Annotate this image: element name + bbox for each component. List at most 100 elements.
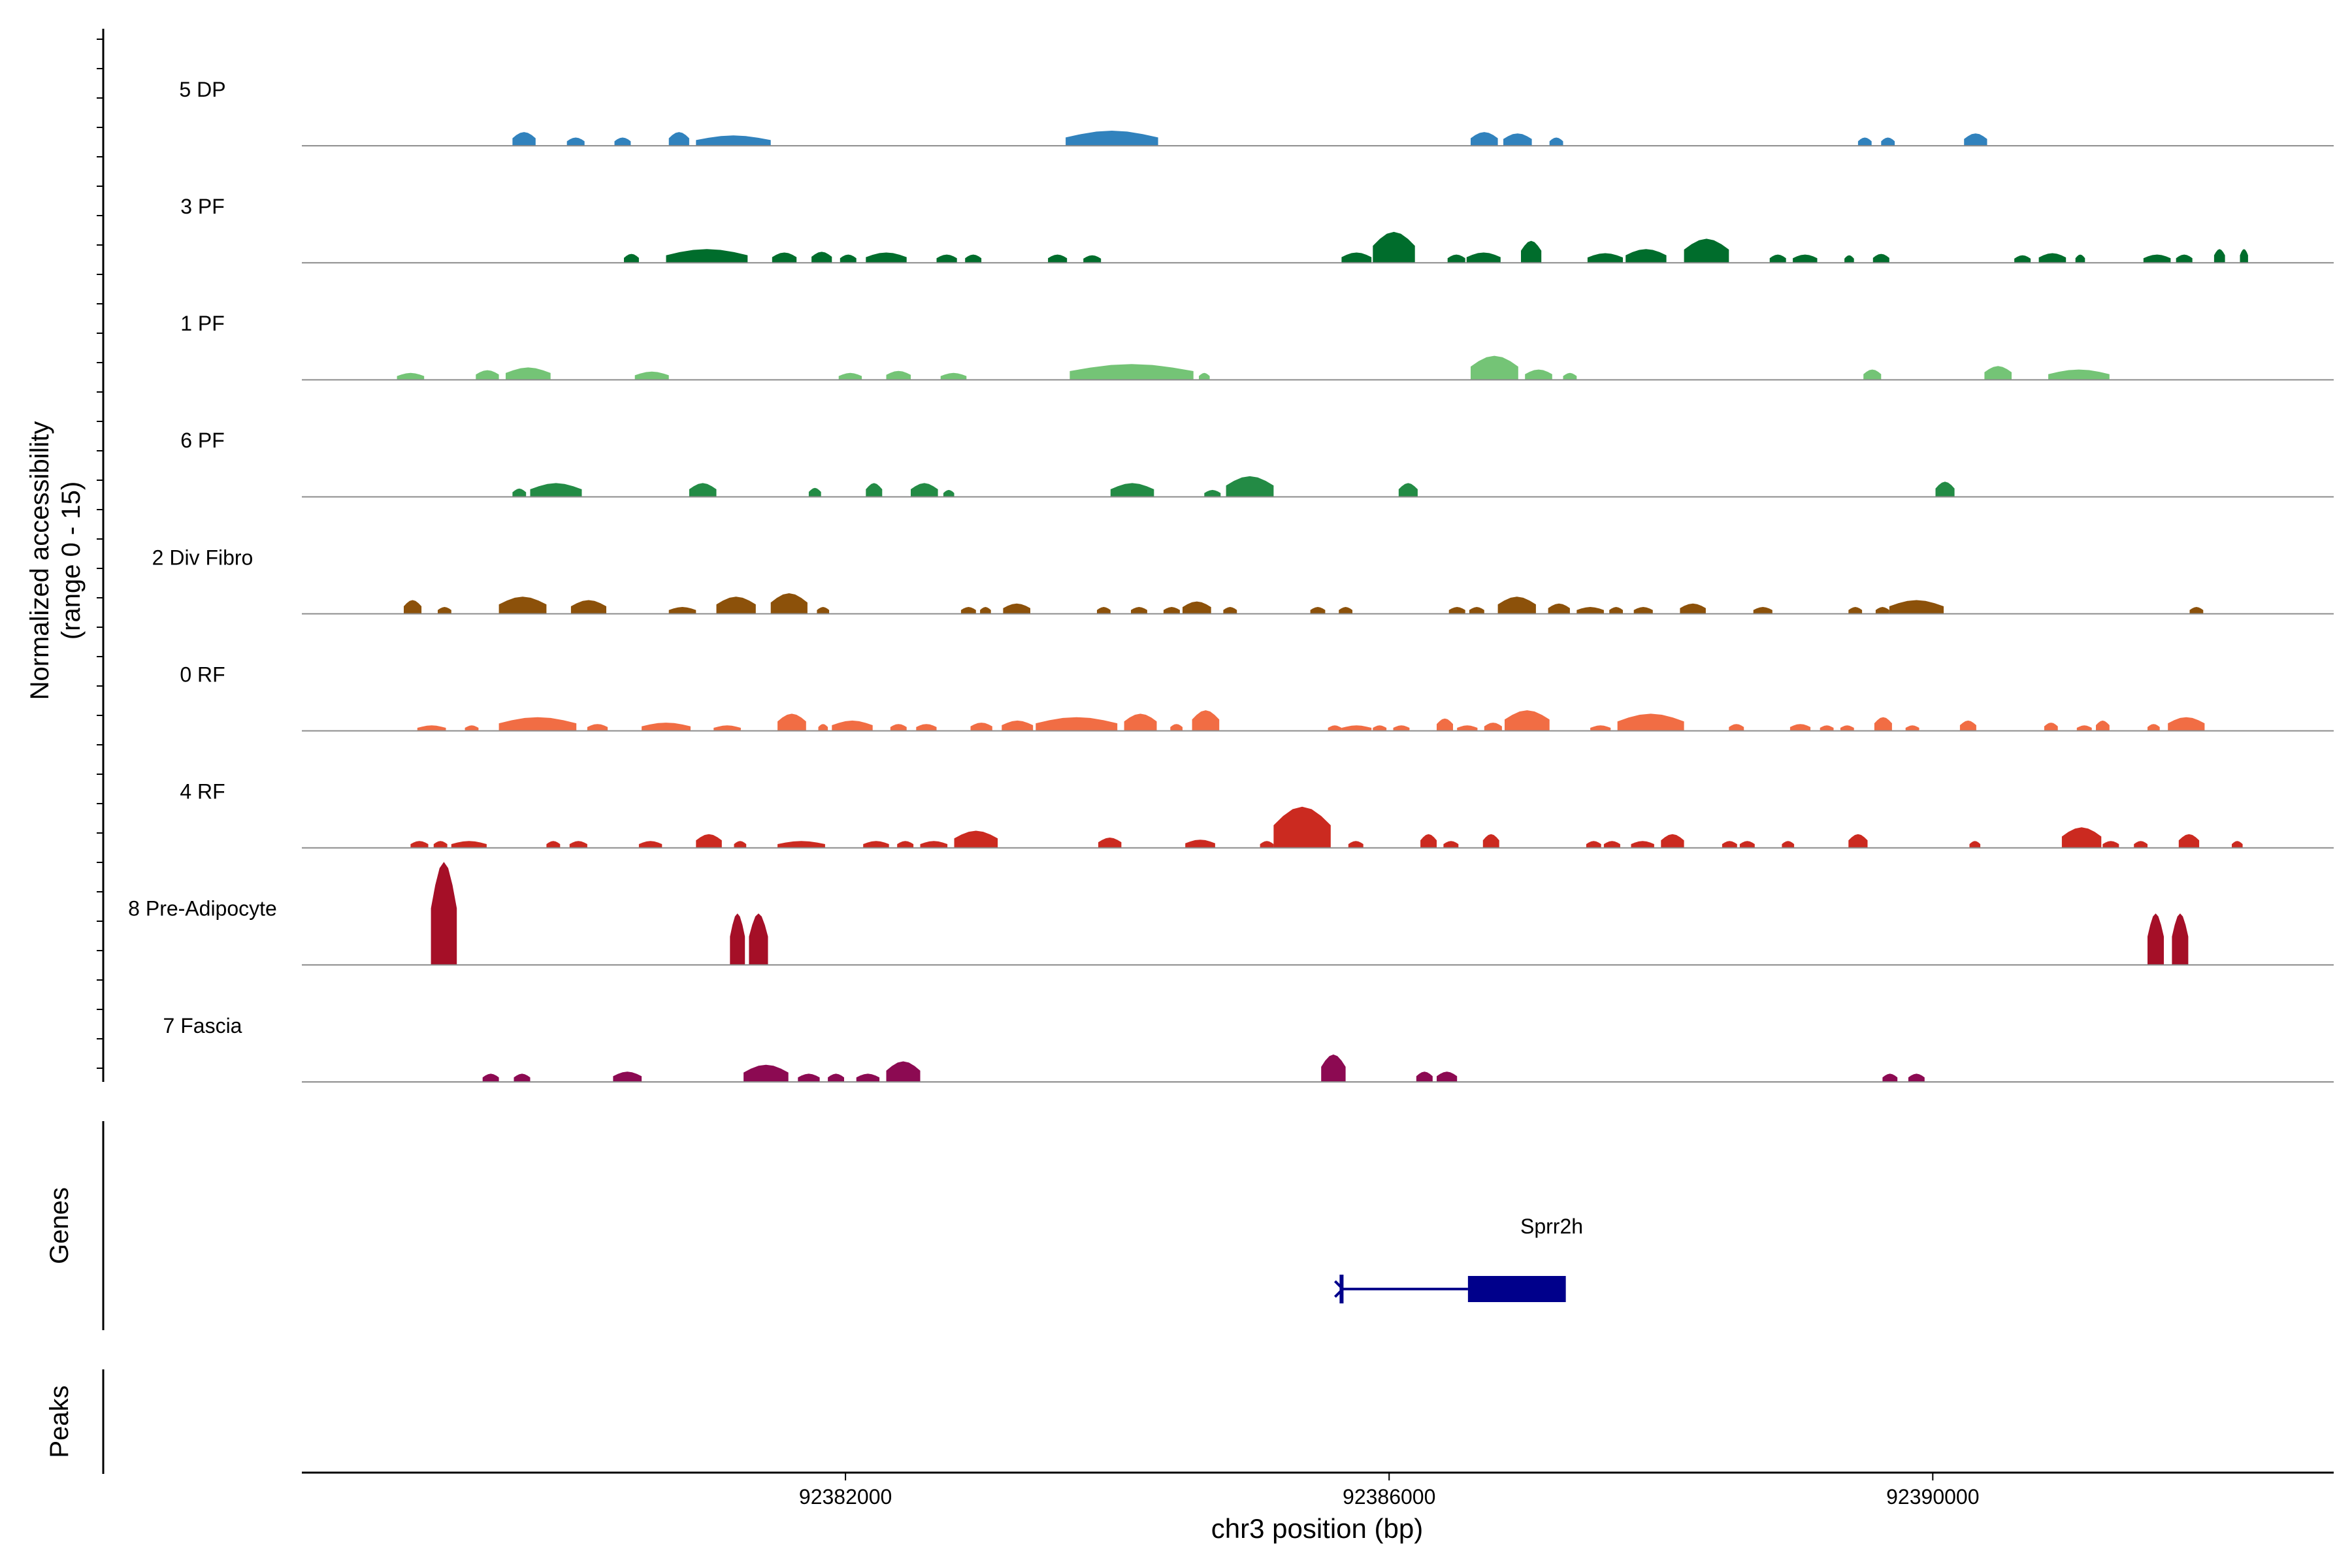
coverage-peak <box>1820 725 1834 731</box>
coverage-peak <box>1793 254 1818 263</box>
coverage-peak <box>668 607 696 614</box>
track-2-div-fibro: 2 Div Fibro <box>152 546 2334 615</box>
coverage-peak <box>838 372 862 380</box>
coverage-peak <box>1393 725 1410 731</box>
coverage-peak <box>1192 710 1220 731</box>
coverage-peak <box>866 252 907 263</box>
coverage-peak <box>1457 725 1478 731</box>
coverage-peak <box>1631 841 1654 848</box>
gene-strand-arrow <box>1333 1280 1345 1298</box>
coverage-peak <box>696 135 771 146</box>
coverage-peak <box>1881 137 1895 146</box>
coverage-peak <box>624 253 639 263</box>
coverage-peak <box>397 372 425 380</box>
coverage-peak <box>2172 913 2189 965</box>
coverage-peak <box>777 841 825 848</box>
gene-track: Sprr2h <box>1333 1215 1583 1303</box>
peaks-track-label: Peaks <box>45 1385 74 1458</box>
coverage-peak <box>1882 1073 1898 1082</box>
coverage-peak <box>2232 841 2243 848</box>
track-5-dp: 5 DP <box>179 78 2334 147</box>
coverage-peak <box>886 370 911 380</box>
coverage-peak <box>2240 249 2248 263</box>
coverage-peak <box>940 372 967 380</box>
coverage-peak <box>1875 607 1889 614</box>
coverage-peak <box>743 1064 789 1082</box>
coverage-peak <box>668 132 689 146</box>
track-label: 7 Fascia <box>163 1014 242 1037</box>
coverage-peak <box>817 607 830 614</box>
coverage-peak <box>808 487 821 497</box>
coverage-peak <box>1984 366 2012 380</box>
coverage-peak <box>613 1071 642 1082</box>
coverage-peak <box>506 367 551 380</box>
coverage-peak <box>433 841 448 848</box>
coverage-peak <box>570 600 606 614</box>
coverage-peak <box>1857 137 1872 146</box>
coverage-peak <box>1339 607 1352 614</box>
coverage-peak <box>2014 255 2031 263</box>
coverage-peak <box>1083 255 1102 263</box>
coverage-peak <box>1844 255 1854 263</box>
track-8-pre-adipocyte: 8 Pre-Adipocyte <box>128 862 2334 966</box>
coverage-peak <box>1840 725 1854 731</box>
coverage-peak <box>1204 489 1221 497</box>
coverage-peak <box>965 254 982 263</box>
coverage-peak <box>1416 1071 1433 1082</box>
coverage-peak <box>954 830 998 848</box>
coverage-peak <box>2038 253 2066 263</box>
coverage-peak <box>730 913 745 965</box>
coverage-peak <box>1373 725 1387 731</box>
coverage-peak <box>410 841 429 848</box>
coverage-peak <box>713 725 741 731</box>
coverage-peak <box>798 1073 820 1082</box>
coverage-peak <box>1782 841 1795 848</box>
coverage-peak <box>1874 717 1892 731</box>
coverage-peak <box>1521 240 1542 263</box>
coverage-peak <box>1586 841 1601 848</box>
coverage-peak <box>465 725 479 731</box>
coverage-peak <box>890 724 907 731</box>
x-tick-label: 92390000 <box>1886 1485 1979 1509</box>
coverage-peak <box>1739 841 1755 848</box>
coverage-peak <box>1769 254 1786 263</box>
coverage-peak <box>1437 718 1453 731</box>
coverage-peak <box>1684 238 1729 263</box>
coverage-peak <box>2076 725 2092 731</box>
coverage-peak <box>1908 1073 1925 1082</box>
coverage-peak <box>1110 483 1154 497</box>
coverage-peak <box>2102 841 2119 848</box>
coverage-peak <box>1348 841 1364 848</box>
coverage-peak <box>1066 131 1158 146</box>
coverage-peak <box>614 137 631 146</box>
track-3-pf: 3 PF <box>180 195 2334 264</box>
coverage-peak <box>734 841 747 848</box>
coverage-peak <box>1935 482 1955 497</box>
coverage-peak <box>1447 254 1465 263</box>
coverage-peak <box>1373 231 1415 263</box>
x-tick-label: 92386000 <box>1343 1485 1435 1509</box>
coverage-peak <box>1609 607 1623 614</box>
coverage-peak <box>1185 840 1215 848</box>
coverage-peak <box>431 862 457 965</box>
coverage-peak <box>772 252 797 263</box>
x-axis-title: chr3 position (bp) <box>1211 1513 1424 1544</box>
coverage-peak <box>1789 724 1811 731</box>
coverage-peak <box>498 717 577 731</box>
coverage-peak <box>1328 725 1342 731</box>
coverage-peak <box>638 841 662 848</box>
x-tick-label: 92382000 <box>799 1485 892 1509</box>
coverage-peak <box>2048 369 2110 380</box>
coverage-peak <box>1680 603 1706 614</box>
coverage-peak <box>566 137 585 146</box>
coverage-peak <box>666 249 748 263</box>
coverage-peak <box>1124 713 1157 731</box>
coverage-peak <box>1505 710 1550 731</box>
coverage-peak <box>2148 913 2164 965</box>
coverage-peak <box>911 483 938 497</box>
coverage-peak <box>1226 476 1274 497</box>
track-7-fascia: 7 Fascia <box>163 1014 2334 1083</box>
gene-exon <box>1467 1276 1566 1302</box>
coverage-peak <box>1420 834 1437 848</box>
coverage-peak <box>749 913 768 965</box>
